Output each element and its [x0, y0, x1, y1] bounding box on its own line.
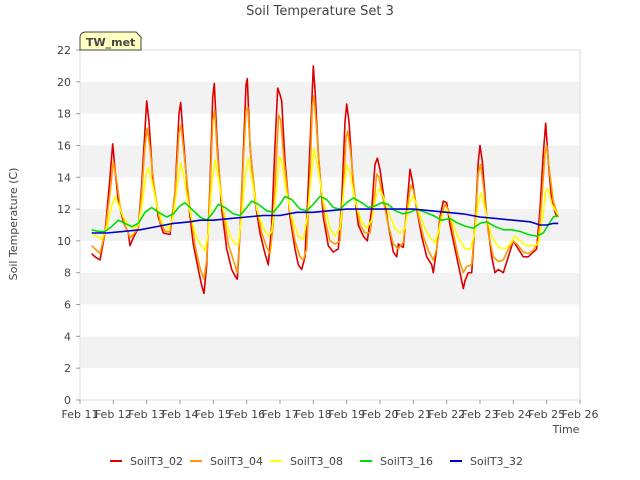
- plot-frame: [79, 49, 581, 401]
- legend-label: SoilT3_08: [290, 455, 343, 468]
- x-tick-label: Feb 25: [528, 408, 565, 421]
- series-line-soilt3_32: [91, 208, 559, 234]
- x-tick-label: Feb 21: [395, 408, 432, 421]
- series-line-soilt3_16: [91, 195, 559, 237]
- x-tick-label: Feb 22: [428, 408, 465, 421]
- y-tick-label: 22: [57, 44, 71, 57]
- x-tick-label: Feb 18: [295, 408, 332, 421]
- series-lines: [91, 65, 560, 295]
- legend-label: SoilT3_02: [130, 455, 183, 468]
- grid-band: [80, 81, 580, 114]
- legend: SoilT3_02 SoilT3_04 SoilT3_08 SoilT3_16 Soil…: [110, 455, 523, 468]
- y-tick-label: 0: [64, 394, 71, 407]
- x-tick-label: Feb 12: [95, 408, 132, 421]
- x-tick-label: Feb 15: [195, 408, 232, 421]
- series-line-soilt3_08: [91, 147, 559, 252]
- grid-bands: [79, 49, 581, 401]
- y-tick-label: 6: [64, 299, 71, 312]
- grid-band: [80, 240, 580, 273]
- y-tick-label: 12: [57, 203, 71, 216]
- grid-band: [80, 368, 580, 400]
- grid-band: [80, 272, 580, 305]
- x-tick-label: Feb 26: [562, 408, 599, 421]
- annotation-box: TW_met: [79, 31, 142, 51]
- x-tick-label: Feb 16: [228, 408, 265, 421]
- x-tick-label: Feb 24: [495, 408, 532, 421]
- grid-band: [80, 304, 580, 337]
- x-tick-label: Feb 14: [162, 408, 199, 421]
- grid-band: [80, 113, 580, 146]
- grid-band: [80, 50, 580, 82]
- y-axis: 0 2 4 6 8 10 12 14 16 18 20 22: [57, 44, 80, 407]
- y-axis-label: Soil Temperature (C): [7, 168, 20, 281]
- chart-title: Soil Temperature Set 3: [246, 4, 394, 19]
- y-tick-label: 8: [64, 267, 71, 280]
- legend-label: SoilT3_32: [470, 455, 523, 468]
- legend-label: SoilT3_04: [210, 455, 263, 468]
- x-tick-label: Feb 23: [462, 408, 499, 421]
- y-tick-label: 10: [57, 235, 71, 248]
- x-axis-label: Time: [552, 423, 580, 436]
- x-tick-label: Feb 19: [328, 408, 365, 421]
- legend-label: SoilT3_16: [380, 455, 433, 468]
- y-tick-label: 4: [64, 330, 71, 343]
- y-tick-label: 16: [57, 139, 71, 152]
- grid-band: [80, 336, 580, 369]
- grid-band: [80, 145, 580, 178]
- x-tick-label: Feb 20: [362, 408, 399, 421]
- y-tick-label: 20: [57, 76, 71, 89]
- x-tick-label: Feb 13: [128, 408, 165, 421]
- x-tick-label: Feb 11: [62, 408, 99, 421]
- y-tick-label: 14: [57, 171, 71, 184]
- annotation-label: TW_met: [86, 36, 135, 49]
- x-tick-label: Feb 17: [262, 408, 299, 421]
- y-tick-label: 2: [64, 362, 71, 375]
- y-tick-label: 18: [57, 108, 71, 121]
